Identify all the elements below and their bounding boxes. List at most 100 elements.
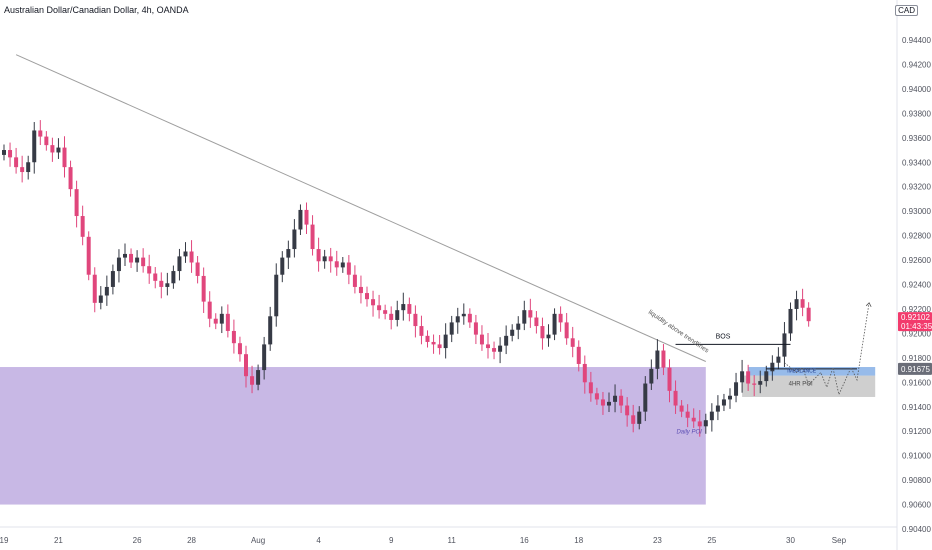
candle: [788, 302, 793, 341]
candle-body: [649, 368, 654, 384]
candle-body: [268, 316, 273, 345]
time-tick-label: 23: [653, 536, 662, 545]
candle: [219, 306, 224, 334]
candle: [407, 297, 412, 322]
candle: [709, 403, 714, 432]
candle: [358, 275, 363, 304]
candle: [237, 336, 242, 362]
candle-body: [286, 249, 291, 258]
candle-body: [104, 286, 109, 296]
candle-body: [183, 251, 188, 257]
candle: [431, 334, 436, 354]
candle-body: [528, 310, 533, 318]
candle: [498, 337, 503, 364]
price-tick-label: 0.93200: [902, 183, 931, 192]
candle: [14, 147, 19, 174]
candle-body: [588, 382, 593, 394]
symbol-title: Australian Dollar/Canadian Dollar, 4h, O…: [4, 5, 189, 15]
candle-body: [619, 395, 624, 406]
candle-body: [661, 350, 666, 368]
candle-body: [522, 310, 527, 324]
candle: [734, 372, 739, 403]
candle-body: [715, 405, 720, 412]
candle-body: [383, 310, 388, 314]
candle: [637, 406, 642, 430]
candle-body: [607, 401, 611, 406]
price-tick-label: 0.91200: [902, 427, 931, 436]
candle: [256, 364, 261, 391]
candle-body: [479, 334, 484, 345]
candle-body: [135, 257, 140, 263]
candle: [147, 254, 152, 284]
candle-body: [758, 381, 763, 385]
candle: [492, 341, 497, 360]
candle: [461, 303, 466, 325]
candle: [334, 250, 339, 276]
price-tick-label: 0.92400: [902, 281, 931, 290]
candle-body: [110, 271, 115, 287]
candle: [2, 144, 6, 161]
candle: [153, 267, 158, 289]
candle-body: [498, 345, 503, 352]
candle-body: [419, 326, 424, 336]
candle-body: [413, 313, 418, 327]
candle: [546, 324, 551, 347]
candle-body: [147, 266, 152, 274]
candle-body: [38, 130, 43, 137]
candle-body: [274, 274, 279, 317]
candle-body: [2, 150, 6, 155]
candle-body: [189, 251, 194, 263]
candle: [298, 204, 303, 235]
price-tick-label: 0.92800: [902, 232, 931, 241]
currency-badge[interactable]: CAD: [895, 5, 918, 16]
candle-body: [782, 333, 787, 357]
candle: [268, 306, 273, 351]
projection-arrowhead: [865, 302, 872, 308]
candle: [195, 256, 200, 284]
candle-body: [667, 367, 672, 391]
candle-body: [328, 256, 333, 262]
time-tick-label: 19: [0, 536, 9, 545]
candle-body: [600, 399, 605, 406]
candle: [123, 243, 127, 267]
price-tick-label: 0.91000: [902, 452, 931, 461]
candle: [455, 307, 460, 334]
candle: [74, 180, 79, 228]
candle-body: [395, 310, 400, 320]
candle-body: [594, 393, 599, 400]
candle-body: [752, 383, 757, 385]
candle: [479, 325, 484, 351]
candle-body: [425, 335, 430, 342]
time-tick-label: 21: [54, 536, 63, 545]
candle-body: [407, 304, 412, 314]
candle: [685, 404, 690, 428]
time-axis[interactable]: 19 21 26 28 Aug 4 9 11 16 18 23 25 30 Sep: [0, 526, 897, 545]
candle: [231, 319, 236, 354]
candle: [697, 410, 702, 437]
candle: [56, 138, 61, 159]
candle: [570, 326, 575, 358]
candle: [135, 250, 140, 272]
time-tick-label: 26: [133, 536, 142, 545]
candle-body: [195, 262, 200, 276]
price-axis[interactable]: 0.94400 0.94200 0.94000 0.93800 0.93600 0.934…: [896, 0, 931, 550]
candle-body: [564, 322, 569, 339]
time-tick-label: Sep: [832, 536, 847, 545]
candle-body: [637, 411, 642, 424]
candle-body: [431, 341, 436, 345]
candle-body: [8, 150, 13, 158]
candle-body: [473, 322, 478, 335]
candle-body: [334, 261, 339, 268]
candle: [116, 249, 121, 283]
candle-body: [371, 299, 376, 306]
candle-body: [68, 167, 73, 190]
candle-body: [346, 262, 351, 275]
candle: [159, 272, 164, 299]
time-tick-label: 25: [707, 536, 716, 545]
candle: [661, 344, 666, 376]
candle-body: [213, 318, 218, 324]
candle-body: [280, 257, 285, 275]
candle-body: [365, 293, 369, 300]
candle-body: [219, 313, 224, 324]
